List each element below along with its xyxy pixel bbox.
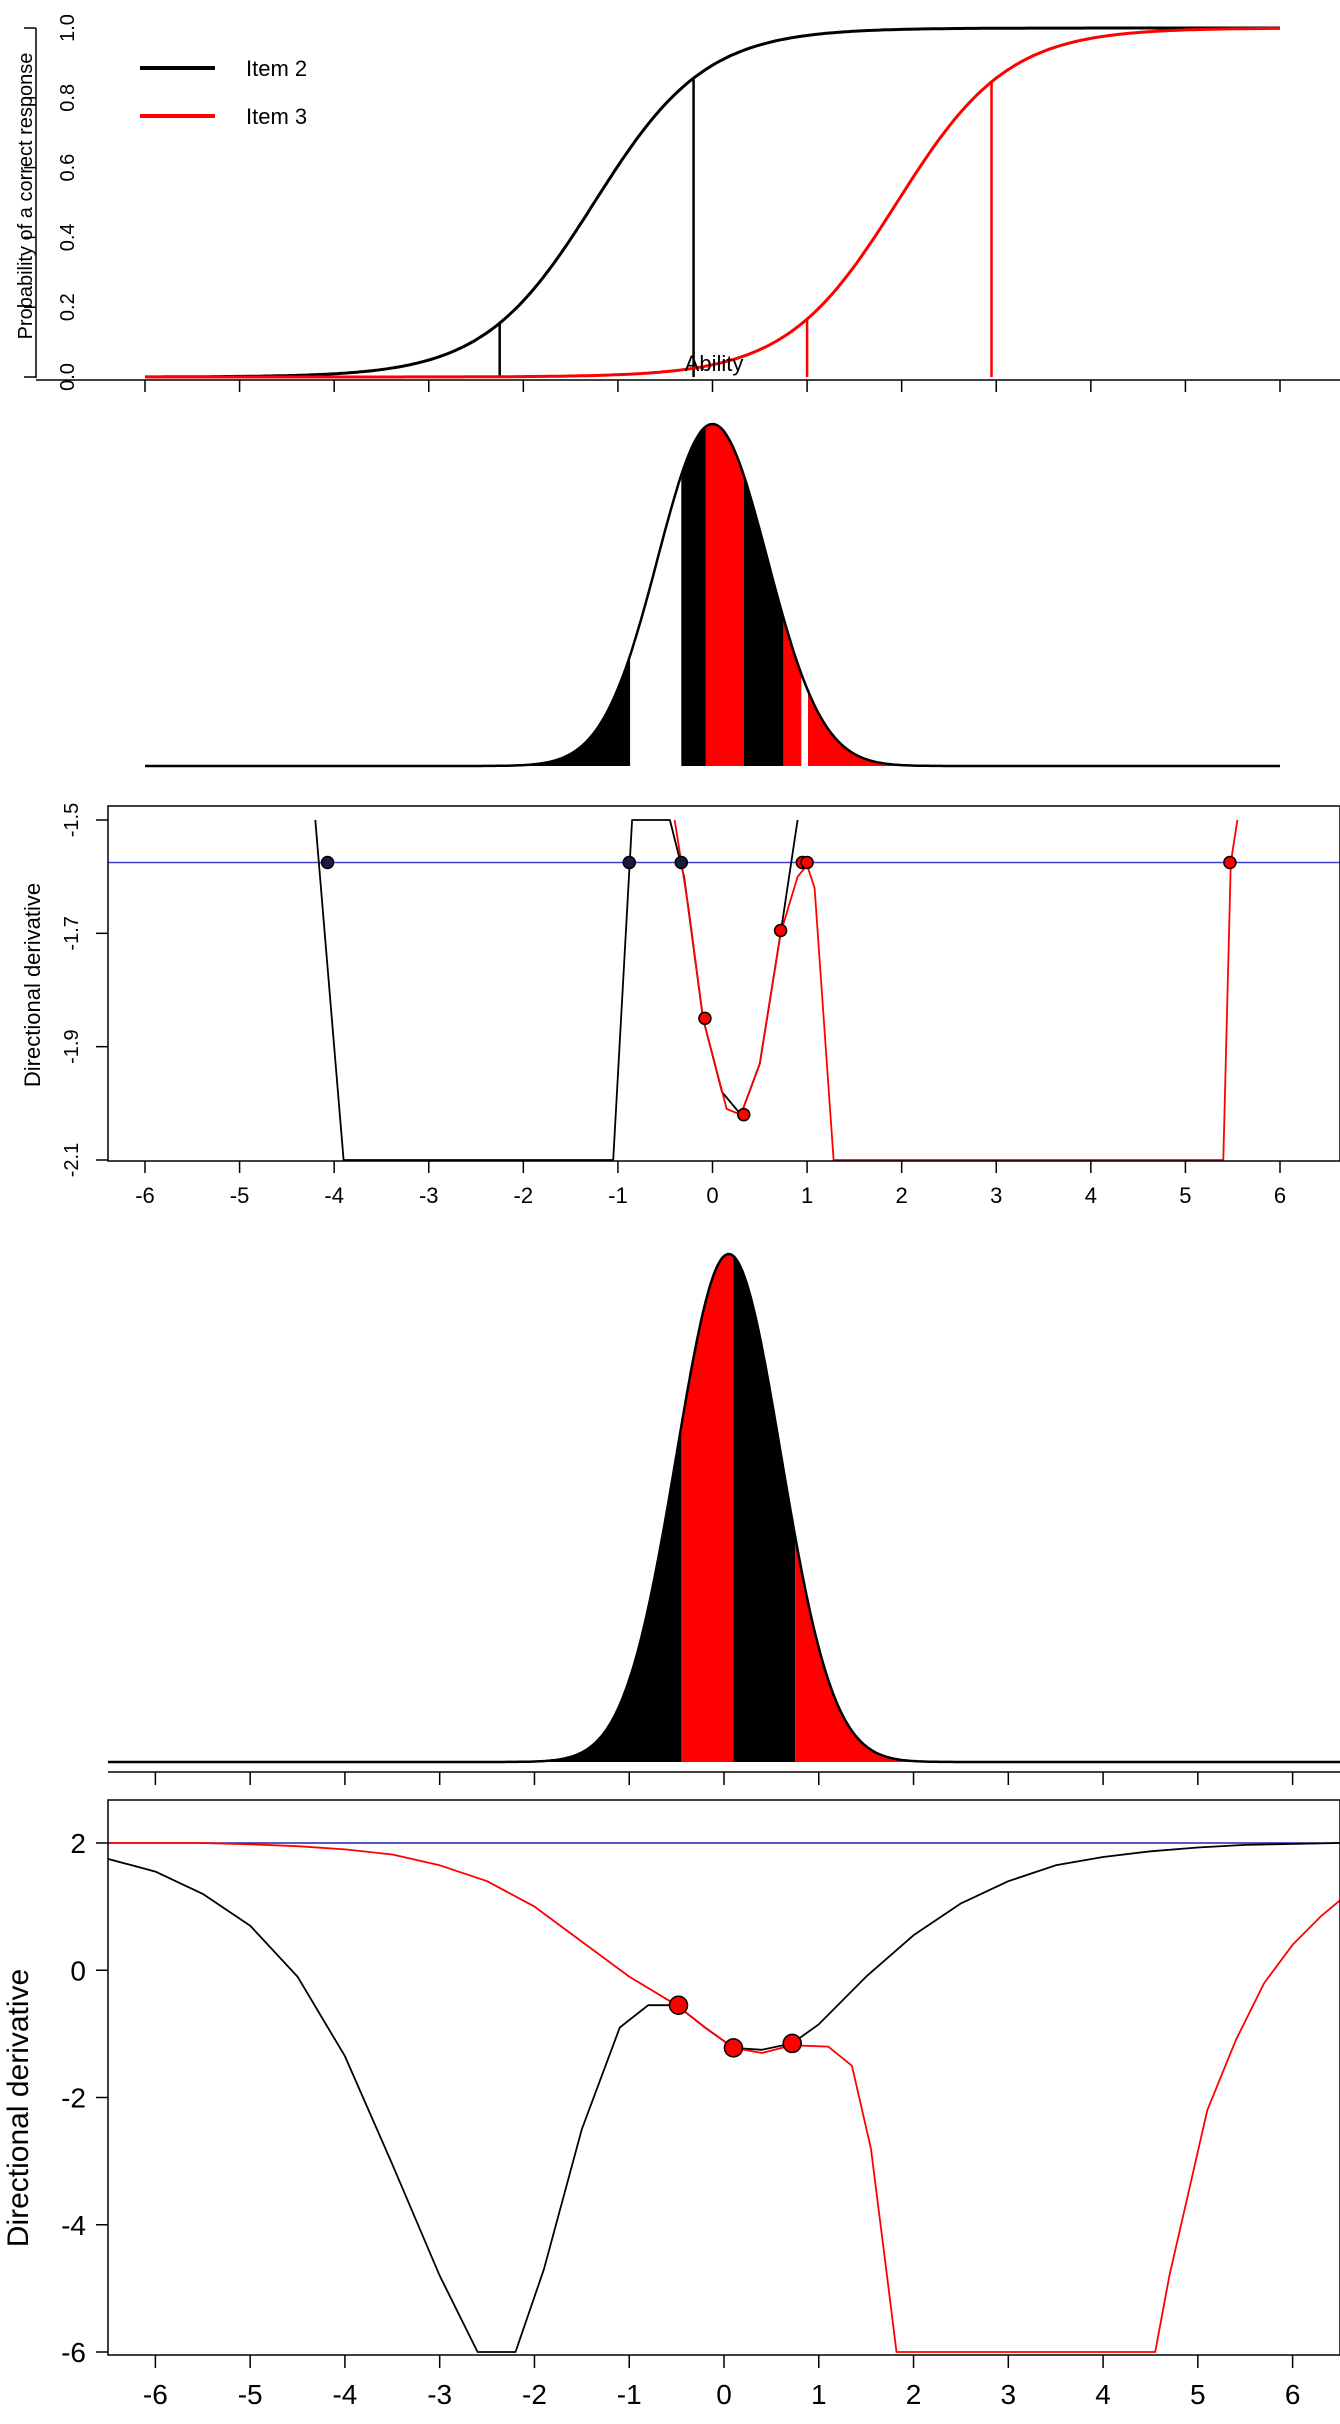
p5-clip-group: [108, 1842, 1340, 2353]
p1-curve-item-3: [145, 26, 1280, 379]
p2-plot-area: [145, 422, 1280, 768]
p3-marker-2: [674, 855, 689, 870]
p4-band-2: [733, 1256, 796, 1762]
p5-marker-1: [723, 2038, 744, 2058]
p5-x-ticks: -6 -5 -4 -3 -2 -1 0 1 2 3 4 5 6: [143, 2355, 1300, 2410]
p1-x-axis-label: Ability: [685, 351, 744, 376]
p1-plot-area: [145, 26, 1280, 379]
p3-plot-area: [108, 819, 1340, 1161]
p2-band-3: [681, 426, 706, 766]
p3-y-tick-label: -2.1: [61, 1143, 83, 1177]
p3-marker-8: [773, 923, 788, 938]
p5-x-tick-label: 4: [1095, 2379, 1111, 2410]
p4-band-0: [108, 1426, 682, 1762]
p3-x-tick-label: -5: [230, 1183, 250, 1208]
p1-y-tick-label: 0.4: [57, 223, 79, 251]
panel-ability-density-partition-2: [108, 1252, 1340, 1785]
p1-y-tick-label: 0.8: [57, 84, 79, 112]
p5-marker-0: [668, 1995, 689, 2015]
p5-x-tick-label: -5: [238, 2379, 263, 2410]
p3-x-tick-label: 2: [896, 1183, 908, 1208]
p3-x-tick-label: 6: [1274, 1183, 1286, 1208]
p2-band-5: [743, 475, 784, 766]
p3-y-tick-label: -1.7: [61, 916, 83, 950]
p2-density-curve: [145, 422, 1280, 768]
p3-x-tick-label: 4: [1085, 1183, 1097, 1208]
p3-x-ticks: -6 -5 -4 -3 -2 -1 0 1 2 3 4 5 6: [135, 1161, 1286, 1208]
p3-x-tick-label: 5: [1179, 1183, 1191, 1208]
p1-curve-item-2: [145, 26, 1280, 379]
p5-x-tick-label: 2: [906, 2379, 922, 2410]
p3-y-tick-label: -1.9: [61, 1029, 83, 1063]
p3-y-ticks: -2.1 -1.9 -1.7 -1.5: [61, 803, 108, 1177]
p2-band-1: [329, 655, 631, 766]
p5-x-tick-label: -6: [143, 2379, 168, 2410]
p3-clip-group: [108, 819, 1340, 1161]
p1-legend: Item 2 Item 3: [140, 56, 307, 129]
p5-curve-1: [108, 1842, 1340, 2353]
p4-band-3: [795, 1536, 1340, 1762]
p1-y-ticks: 0.0 0.2 0.4 0.6 0.8 1.0: [24, 14, 79, 391]
p3-marker-7: [736, 1107, 751, 1122]
p5-y-tick-label: 2: [70, 1828, 86, 1859]
p5-y-tick-label: 0: [70, 1955, 86, 1986]
p3-marker-1: [622, 855, 637, 870]
p3-x-tick-label: -2: [514, 1183, 534, 1208]
p3-marker-6: [698, 1011, 712, 1026]
p5-x-tick-label: 3: [1001, 2379, 1017, 2410]
p2-band-7: [801, 674, 808, 766]
p3-marker-4: [800, 855, 814, 870]
p2-band-8: [808, 690, 1233, 766]
panel-directional-derivative-zoom: -6 -5 -4 -3 -2 -1 0 1 2 3 4 5 6 -2.1 -1.9 -1.7 -1.5 Dir…: [20, 803, 1340, 1208]
p2-band-6: [783, 617, 802, 766]
p5-x-tick-label: 5: [1190, 2379, 1206, 2410]
p3-y-tick-label: -1.5: [61, 803, 83, 837]
p3-x-tick-label: -1: [608, 1183, 628, 1208]
p1-y-tick-label: 1.0: [57, 14, 79, 42]
p1-y-tick-label: 0.6: [57, 154, 79, 182]
p5-x-tick-label: -2: [522, 2379, 547, 2410]
p5-y-tick-label: -6: [61, 2337, 86, 2368]
p5-x-tick-label: 6: [1285, 2379, 1301, 2410]
p4-plot-area: [108, 1252, 1340, 1764]
p4-density-curve: [108, 1252, 1340, 1764]
p5-x-tick-label: -4: [332, 2379, 357, 2410]
p3-x-tick-label: -3: [419, 1183, 439, 1208]
p5-x-tick-label: 0: [716, 2379, 732, 2410]
p1-y-axis-label: Probability of a correct response: [15, 53, 37, 340]
p3-marker-5: [1223, 855, 1237, 870]
p3-plot-frame: [107, 805, 1340, 1162]
p1-y-tick-label: 0.0: [57, 363, 79, 391]
p5-y-axis-label: Directional derivative: [2, 1969, 35, 2247]
p1-y-tick-label: 0.2: [57, 293, 79, 321]
p5-plot-area: [108, 1842, 1340, 2353]
p3-curve-1: [673, 819, 1239, 1161]
panel-directional-derivative-full: -6 -5 -4 -3 -2 -1 0 1 2 3 4 5 6 -6 -4 -2 0 2 Directional…: [2, 1799, 1340, 2410]
p3-x-tick-label: -6: [135, 1183, 155, 1208]
p5-x-tick-label: -1: [617, 2379, 642, 2410]
p3-x-tick-label: 1: [801, 1183, 813, 1208]
p4-band-1: [681, 1254, 734, 1762]
p3-y-axis-label: Directional derivative: [20, 883, 45, 1087]
legend-label-item-2: Item 2: [246, 56, 307, 81]
panel-item-response-curves: 0.0 0.2 0.4 0.6 0.8 1.0 Ability Probability o…: [15, 14, 1340, 392]
p2-band-2: [630, 475, 682, 766]
p5-y-ticks: -6 -4 -2 0 2: [61, 1828, 108, 2368]
p4-x-ticks: [154, 1772, 1294, 1785]
p5-y-tick-label: -2: [61, 2083, 86, 2114]
p3-x-tick-label: 0: [706, 1183, 718, 1208]
p5-marker-2: [782, 2033, 802, 2054]
p5-y-tick-label: -4: [61, 2210, 86, 2241]
p5-x-tick-label: 1: [811, 2379, 827, 2410]
p5-x-tick-label: -3: [427, 2379, 452, 2410]
legend-label-item-3: Item 3: [246, 104, 307, 129]
p2-band-4: [705, 424, 744, 766]
p1-x-ticks: [144, 380, 1281, 392]
p3-x-tick-label: -4: [324, 1183, 344, 1208]
p3-x-tick-label: 3: [990, 1183, 1002, 1208]
panel-ability-density-partition: [145, 422, 1280, 768]
p3-marker-0: [320, 855, 335, 870]
